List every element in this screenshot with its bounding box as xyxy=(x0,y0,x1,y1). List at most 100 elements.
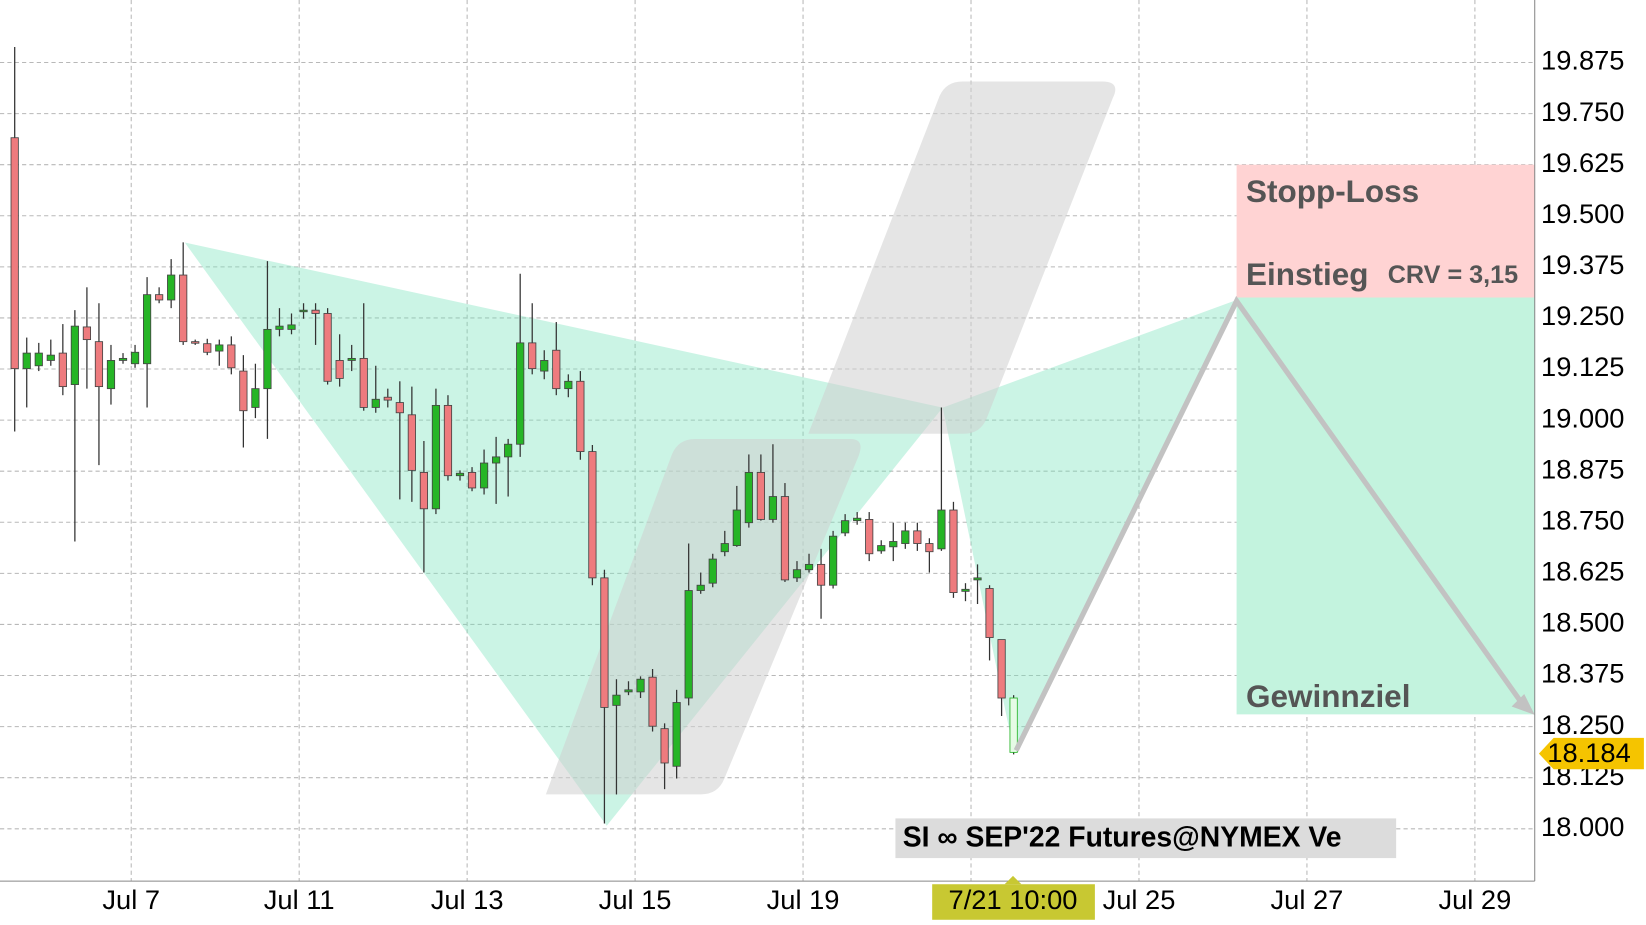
candle-body xyxy=(516,342,525,445)
y-tick-label: 19.625 xyxy=(1541,147,1624,178)
candle-body xyxy=(492,456,501,464)
candle-body xyxy=(34,352,43,367)
candle-body xyxy=(335,360,344,379)
candle-body xyxy=(215,344,224,352)
candle-body xyxy=(371,398,380,408)
candle-body xyxy=(167,274,176,301)
candle-body xyxy=(130,351,140,365)
candle-body xyxy=(431,404,441,510)
y-tick-label: 19.250 xyxy=(1541,300,1624,331)
candle-body xyxy=(865,519,874,555)
stop-loss-label: Stopp-Loss xyxy=(1246,174,1419,209)
x-tick-label: Jul 19 xyxy=(767,884,840,915)
candle-body xyxy=(732,509,741,546)
candle-body xyxy=(985,588,994,638)
candle-body xyxy=(106,360,116,390)
candle-body xyxy=(251,388,260,408)
candle-body xyxy=(877,545,886,552)
candle-body xyxy=(949,509,958,593)
candle-body xyxy=(925,543,934,553)
candle-body xyxy=(576,380,585,453)
candle-body xyxy=(744,472,753,524)
candle-body xyxy=(528,342,537,370)
cursor-box xyxy=(932,884,1095,920)
y-tick-label: 19.500 xyxy=(1541,198,1624,229)
candle-body xyxy=(347,357,356,361)
candle-body xyxy=(179,274,188,343)
candle-body xyxy=(118,357,128,361)
candle-body xyxy=(552,349,561,390)
candle-body xyxy=(155,294,164,301)
zones xyxy=(1236,164,1535,715)
candle-body xyxy=(275,325,284,330)
candle-body xyxy=(889,541,898,548)
candle-body xyxy=(540,360,549,372)
y-tick-label: 18.500 xyxy=(1541,607,1624,638)
candle-body xyxy=(768,496,778,520)
y-tick-label: 18.875 xyxy=(1541,453,1624,484)
pattern-triangle xyxy=(942,299,1237,753)
candle-body xyxy=(973,577,982,581)
y-tick-label: 19.000 xyxy=(1541,402,1624,433)
candle-body xyxy=(708,558,717,584)
x-tick-label: Jul 11 xyxy=(264,884,335,915)
x-tick-label: Jul 13 xyxy=(431,884,504,915)
candle-body xyxy=(636,678,645,693)
candle-body xyxy=(504,443,513,458)
candle-body xyxy=(323,313,332,382)
candle-body xyxy=(58,352,67,388)
candle-body xyxy=(624,689,633,693)
candle-body xyxy=(841,520,850,534)
candle-body xyxy=(419,472,428,510)
candle-body xyxy=(588,451,597,579)
candle-body xyxy=(443,404,453,477)
candle-body xyxy=(203,343,212,353)
y-tick-label: 18.375 xyxy=(1541,658,1624,689)
candle-body xyxy=(961,588,970,592)
candle-body xyxy=(600,577,609,708)
crv-label: CRV = 3,15 xyxy=(1388,261,1518,289)
candle-body xyxy=(612,694,621,706)
candle-body xyxy=(263,328,272,390)
candle-body xyxy=(94,341,104,388)
cursor-pointer xyxy=(1004,875,1022,885)
candle-body xyxy=(913,530,922,544)
x-tick-label: Jul 27 xyxy=(1271,884,1344,915)
title-box xyxy=(895,818,1397,859)
candle-body xyxy=(997,639,1006,699)
candle-body xyxy=(455,472,465,477)
x-tick-label: Jul 25 xyxy=(1103,884,1176,915)
candle-body xyxy=(792,569,802,579)
candle-body xyxy=(467,472,477,489)
stop-loss-zone xyxy=(1236,164,1535,298)
candle-body xyxy=(70,325,79,385)
pattern-triangle xyxy=(184,242,943,826)
candle-body xyxy=(672,702,681,767)
candle-body xyxy=(829,535,838,586)
y-tick-label: 19.875 xyxy=(1541,45,1624,76)
candle-body xyxy=(311,309,320,314)
candle-body xyxy=(684,590,693,699)
candle-body xyxy=(816,563,826,586)
candle-body xyxy=(46,354,55,361)
y-tick-label: 19.125 xyxy=(1541,351,1624,382)
candle-body xyxy=(299,309,308,313)
candle-body xyxy=(22,352,31,370)
candle-body xyxy=(564,380,573,390)
x-tick-label: Jul 7 xyxy=(102,884,160,915)
candle-body xyxy=(407,414,416,471)
flag-shape xyxy=(808,81,1116,434)
entry-label: Einstieg xyxy=(1246,257,1368,292)
last-price-label: 18.184 xyxy=(1547,737,1630,768)
candle-body xyxy=(720,543,729,553)
candle-body xyxy=(10,137,19,370)
candle-body xyxy=(756,472,765,520)
candle-body xyxy=(901,530,910,544)
y-tick-label: 18.750 xyxy=(1541,505,1624,536)
x-tick-label: Jul 15 xyxy=(599,884,672,915)
candle-body xyxy=(395,402,404,414)
candle-body xyxy=(239,370,248,412)
y-tick-label: 18.250 xyxy=(1541,709,1624,740)
